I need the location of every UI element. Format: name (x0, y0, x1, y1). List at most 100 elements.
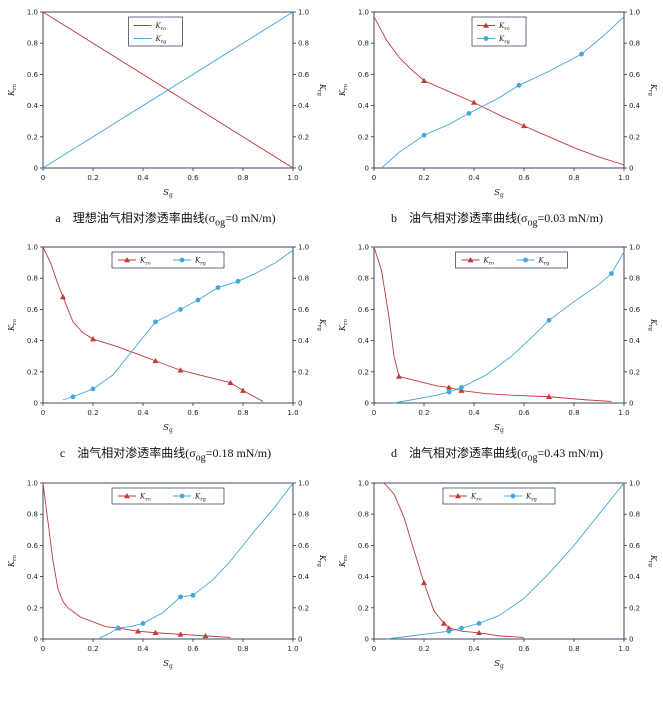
caption-a-sigma-sub: og (215, 217, 226, 229)
svg-text:0.6: 0.6 (358, 71, 370, 79)
svg-text:0: 0 (298, 165, 302, 173)
svg-text:0.4: 0.4 (358, 337, 370, 345)
svg-text:0.4: 0.4 (629, 102, 641, 110)
svg-text:0.8: 0.8 (568, 409, 579, 417)
svg-text:0.4: 0.4 (26, 573, 38, 581)
svg-text:1.0: 1.0 (298, 244, 309, 252)
svg-text:0.8: 0.8 (298, 510, 309, 518)
svg-text:0.4: 0.4 (629, 337, 641, 345)
caption-c-text: 油气相对渗透率曲线(σ (77, 446, 196, 461)
svg-text:0.8: 0.8 (26, 510, 37, 518)
caption-d-letter: d (391, 446, 398, 461)
svg-text:0.8: 0.8 (358, 510, 369, 518)
svg-text:1.0: 1.0 (26, 244, 37, 252)
svg-text:1.0: 1.0 (287, 409, 298, 417)
svg-text:0: 0 (33, 635, 37, 643)
svg-text:0: 0 (629, 165, 633, 173)
svg-text:0.8: 0.8 (298, 40, 309, 48)
svg-text:0.6: 0.6 (298, 71, 310, 79)
svg-text:1.0: 1.0 (26, 479, 37, 487)
caption-b-text: 油气相对渗透率曲线(σ (409, 211, 528, 225)
svg-text:1.0: 1.0 (629, 479, 640, 487)
caption-d-text: 油气相对渗透率曲线(σ (409, 446, 528, 461)
svg-text:Sg: Sg (494, 188, 504, 199)
svg-text:0.6: 0.6 (187, 645, 199, 653)
svg-text:0.2: 0.2 (26, 369, 37, 377)
svg-text:Krg: Krg (315, 554, 326, 568)
svg-text:0.2: 0.2 (629, 133, 640, 141)
svg-text:0.2: 0.2 (298, 604, 309, 612)
svg-text:Kro: Kro (483, 257, 495, 267)
svg-text:0.8: 0.8 (237, 174, 248, 182)
svg-text:0.8: 0.8 (237, 645, 248, 653)
caption-a-text: 理想油气相对渗透率曲线(σ (72, 211, 216, 225)
svg-text:0.4: 0.4 (298, 337, 310, 345)
svg-text:1.0: 1.0 (358, 479, 369, 487)
svg-text:0.6: 0.6 (298, 542, 310, 550)
svg-text:0.2: 0.2 (418, 174, 429, 182)
caption-d-value: =0.43 mN/m) (537, 446, 603, 461)
chart-a-canvas: 0 0.2 0.4 0.6 0.8 1.00 00.2 0.20.4 0.40.6 0.60.8 0… (7, 9, 327, 200)
svg-text:Sg: Sg (494, 659, 504, 670)
svg-text:1.0: 1.0 (618, 645, 629, 653)
svg-text:0.8: 0.8 (237, 409, 248, 417)
svg-text:0: 0 (629, 635, 633, 643)
svg-text:0.4: 0.4 (137, 409, 149, 417)
chart-d: 0 0.2 0.4 0.6 0.8 1.0 0 0 0.2 0.2 0.4 0.4 0.6 0.6 0.8 0… (331, 237, 663, 437)
svg-text:0.6: 0.6 (518, 645, 530, 653)
svg-text:Krg: Krg (525, 492, 538, 502)
svg-text:0.2: 0.2 (298, 369, 309, 377)
svg-text:1.0: 1.0 (298, 9, 309, 17)
svg-text:0.8: 0.8 (568, 174, 579, 182)
svg-text:0.6: 0.6 (298, 306, 310, 314)
svg-text:0.8: 0.8 (26, 40, 37, 48)
charts-grid: 0 0.2 0.4 0.6 0.8 1.0 0 0 0.2 0.2 0.4 0.4 0.6 0.6 0.8 0… (0, 2, 663, 673)
svg-text:0.4: 0.4 (26, 337, 38, 345)
svg-text:0.6: 0.6 (26, 71, 38, 79)
svg-text:0.6: 0.6 (518, 409, 530, 417)
svg-text:Kro: Kro (139, 257, 151, 267)
svg-text:0: 0 (372, 409, 376, 417)
svg-text:0.4: 0.4 (468, 174, 480, 182)
svg-text:Kro: Kro (139, 492, 151, 502)
svg-text:0.6: 0.6 (629, 542, 641, 550)
svg-text:Sg: Sg (163, 188, 173, 199)
svg-text:Krg: Krg (315, 83, 326, 97)
caption-d: d 油气相对渗透率曲线(σog=0.43 mN/m) (331, 437, 663, 472)
svg-text:0: 0 (40, 409, 44, 417)
svg-text:Krg: Krg (194, 257, 207, 267)
svg-text:0.4: 0.4 (298, 573, 310, 581)
svg-text:Sg: Sg (163, 423, 173, 434)
svg-text:0.2: 0.2 (418, 409, 429, 417)
svg-text:0: 0 (372, 174, 376, 182)
svg-text:0.6: 0.6 (187, 409, 199, 417)
svg-text:1.0: 1.0 (358, 244, 369, 252)
svg-text:0.2: 0.2 (358, 369, 369, 377)
svg-text:0.2: 0.2 (358, 133, 369, 141)
svg-text:1.0: 1.0 (618, 174, 629, 182)
svg-text:0: 0 (298, 400, 302, 408)
svg-text:0.4: 0.4 (137, 174, 149, 182)
svg-text:0: 0 (365, 635, 369, 643)
svg-text:1.0: 1.0 (287, 174, 298, 182)
svg-text:0.8: 0.8 (26, 275, 37, 283)
svg-text:1.0: 1.0 (26, 9, 37, 17)
chart-b: 0 0.2 0.4 0.6 0.8 1.0 0 0 0.2 0.2 0.4 0.4 0.6 0.6 0.8 0… (331, 2, 663, 202)
svg-text:0.8: 0.8 (629, 275, 640, 283)
svg-text:1.0: 1.0 (298, 479, 309, 487)
svg-text:0: 0 (629, 400, 633, 408)
svg-text:Kro: Kro (498, 22, 510, 32)
svg-text:Sg: Sg (494, 423, 504, 434)
chart-f-canvas: 0 0.2 0.4 0.6 0.8 1.00 00.2 0.20.4 0.40.6 0.60.8 0… (338, 479, 658, 670)
svg-text:0: 0 (365, 400, 369, 408)
chart-e-canvas: 0 0.2 0.4 0.6 0.8 1.00 00.2 0.20.4 0.40.6 0.60.8 0… (7, 479, 327, 670)
svg-text:Kro: Kro (470, 492, 482, 502)
caption-a: a 理想油气相对渗透率曲线(σog=0 mN/m) (0, 202, 331, 237)
svg-text:0.2: 0.2 (87, 174, 98, 182)
svg-text:Kro: Kro (338, 319, 349, 333)
svg-text:0.4: 0.4 (298, 102, 310, 110)
caption-b-letter: b (391, 211, 398, 225)
svg-text:Krg: Krg (194, 492, 207, 502)
svg-text:0.4: 0.4 (468, 645, 480, 653)
caption-c: c 油气相对渗透率曲线(σog=0.18 mN/m) (0, 437, 331, 472)
